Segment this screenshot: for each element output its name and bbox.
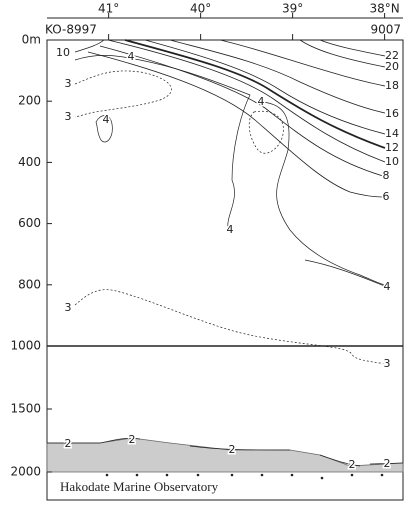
contour-label: 12 [385, 141, 399, 154]
credit: Hakodate Marine Observatory [60, 479, 219, 494]
x-tick-label: 39° [282, 2, 303, 16]
contour-line [95, 115, 113, 143]
contour-line [124, 39, 386, 149]
contour-line [87, 51, 384, 198]
x-tick-label: 38°N [369, 2, 399, 16]
contour-label: 4 [128, 50, 135, 63]
sample-points [105, 473, 384, 480]
contour-label: 2 [129, 433, 136, 446]
x-tick-label: 41° [98, 2, 119, 16]
y-tick-label: 1000 [10, 339, 41, 353]
contour-label: 2 [349, 458, 356, 471]
contour-label: 8 [383, 169, 390, 182]
contour-label: 3 [65, 301, 72, 314]
x-tick-label: 40° [190, 2, 211, 16]
y-tick-label: 200 [18, 94, 41, 108]
contour-line [74, 39, 105, 53]
contour-line [99, 438, 141, 444]
y-tick-label: 800 [18, 277, 41, 291]
contour-line [219, 39, 386, 87]
contour-label: 10 [385, 155, 399, 168]
contour-label: 10 [56, 46, 70, 59]
y-tick-label: 600 [18, 216, 41, 230]
contour-line [261, 101, 386, 286]
contour-label: 2 [229, 443, 236, 456]
contour-line [319, 39, 386, 57]
contour-line [99, 45, 384, 177]
contour-line [248, 110, 284, 154]
contour-label: 4 [227, 223, 234, 236]
y-tick-label: 400 [18, 155, 41, 169]
contour-line [319, 454, 361, 467]
contour-label: 4 [103, 113, 110, 126]
contour-label: 4 [384, 280, 391, 293]
contour-line [169, 39, 386, 114]
contour-line [299, 39, 386, 68]
contour-line [369, 462, 404, 465]
contour-line [74, 55, 251, 229]
contour-label: 2 [384, 457, 391, 470]
contour-line [74, 70, 172, 118]
contour-label: 2 [65, 437, 72, 450]
y-tick-label: 0m [22, 33, 41, 47]
contour-line [107, 39, 386, 163]
y2-tick-label: 2000 [10, 465, 41, 479]
contour-label: 22 [385, 49, 399, 62]
contour-line [74, 289, 388, 365]
contour-label: 16 [385, 107, 399, 120]
contour-line [189, 445, 291, 451]
contour-label: 4 [258, 95, 265, 108]
contour-line [304, 259, 388, 288]
contour-label: 3 [65, 77, 72, 90]
contour-label: 14 [385, 127, 399, 140]
station-label: KO-8997 [45, 23, 97, 37]
contour-label: 6 [383, 190, 390, 203]
contour-label: 3 [384, 357, 391, 370]
contour-label: 18 [385, 79, 399, 92]
contour-label: 3 [65, 110, 72, 123]
contour-line [144, 39, 386, 135]
station-label: 9007 [370, 23, 401, 37]
contour-label: 20 [385, 60, 399, 73]
y2-tick-label: 1500 [10, 402, 41, 416]
frame [46, 39, 404, 501]
